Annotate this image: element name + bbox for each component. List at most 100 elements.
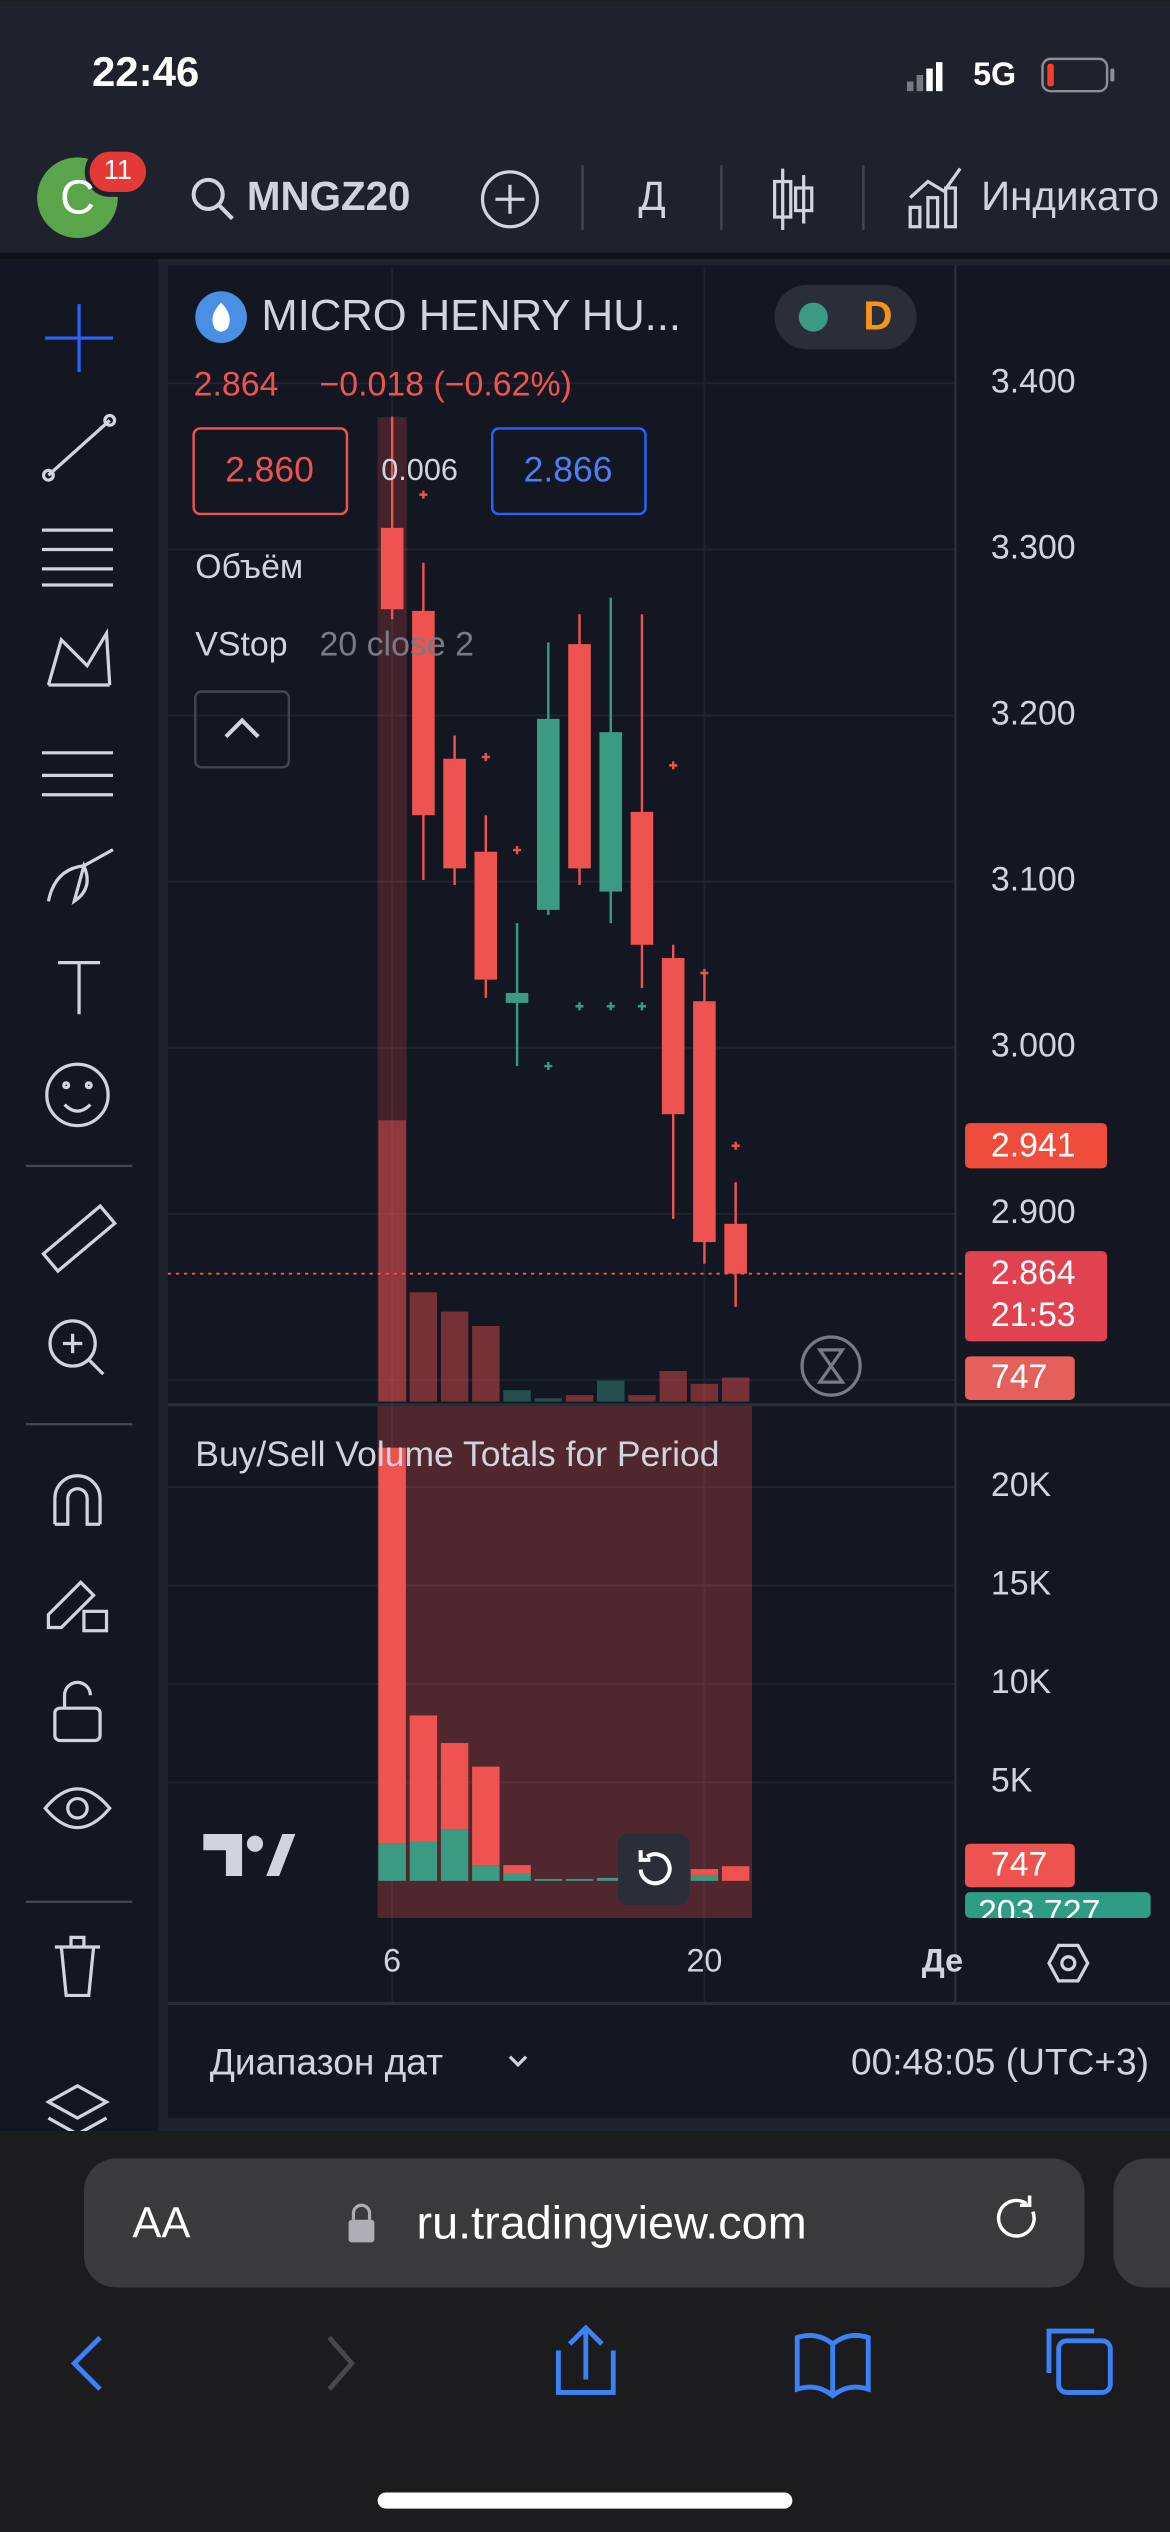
buy-box[interactable] xyxy=(490,427,647,516)
url[interactable]: ru.tradingview.com xyxy=(417,2197,807,2249)
drawing-tools[interactable] xyxy=(41,304,118,2137)
settings-icon-part[interactable] xyxy=(1060,1955,1077,1972)
interval-pill[interactable] xyxy=(774,284,917,350)
vstop-tag-label: 2.941 xyxy=(991,1126,1076,1164)
interval[interactable]: Д xyxy=(638,173,665,219)
candle-body xyxy=(599,732,623,892)
volume-legend: Объём xyxy=(195,548,303,586)
date-range[interactable]: Диапазон дат xyxy=(210,2041,443,2083)
drawing-tools-part[interactable] xyxy=(48,1319,97,1368)
drawing-tools-part[interactable] xyxy=(47,419,111,477)
volume-bar xyxy=(440,1311,469,1402)
browser-nav-part[interactable] xyxy=(70,2335,102,2391)
indicators-icon-part[interactable] xyxy=(908,205,922,229)
drawing-tools-part[interactable] xyxy=(54,1935,101,1998)
text-size[interactable]: AA xyxy=(132,2200,190,2248)
candle-body xyxy=(693,1001,716,1243)
search-icon-part[interactable] xyxy=(191,177,225,211)
chart-title[interactable]: MICRO HENRY HU... xyxy=(261,292,681,340)
volume-total-bar xyxy=(409,1841,438,1881)
browser-nav-part[interactable] xyxy=(327,2335,356,2391)
settings-icon[interactable] xyxy=(1047,1943,1090,1983)
volume-total-tag-label: 747 xyxy=(991,1845,1048,1883)
drawing-tools-part[interactable] xyxy=(46,848,114,906)
drawing-tools-part[interactable] xyxy=(62,1680,92,1709)
drawing-tools-part[interactable] xyxy=(45,1062,110,1128)
drawing-tools-part[interactable] xyxy=(63,1103,92,1113)
vstop-cross xyxy=(731,1141,740,1150)
indicators-icon-part[interactable] xyxy=(909,167,962,199)
address-bar[interactable] xyxy=(83,2158,1085,2288)
drawing-tools-part[interactable] xyxy=(53,1706,102,1743)
total-tag-label: 203 727 xyxy=(978,1894,1100,1932)
reload-icon[interactable] xyxy=(996,2195,1036,2238)
browser-nav-part[interactable] xyxy=(1056,2338,1113,2395)
chart-type-button-part[interactable] xyxy=(773,179,793,219)
volume-total-bar xyxy=(378,1447,406,1844)
x-tick-label: Де xyxy=(922,1943,963,1979)
sell-box[interactable] xyxy=(192,427,349,516)
browser-nav-part[interactable] xyxy=(555,2324,616,2395)
volume-total-bar xyxy=(378,1843,406,1881)
drawing-tools-part[interactable] xyxy=(58,960,101,1015)
reset-button[interactable] xyxy=(618,1834,690,1906)
indicators-icon[interactable] xyxy=(908,167,962,229)
volume-bar xyxy=(378,1120,406,1402)
volume-total-tag xyxy=(965,1843,1075,1888)
add-symbol-button-part[interactable] xyxy=(480,170,540,229)
candle-body xyxy=(505,992,529,1003)
browser-nav-part[interactable] xyxy=(794,2333,871,2399)
drawing-tools-part[interactable] xyxy=(46,1580,96,1630)
symbol[interactable]: MNGZ20 xyxy=(247,173,411,219)
countdown: 21:53 xyxy=(991,1296,1076,1334)
chart-area xyxy=(167,265,1170,2119)
drawing-tools-part[interactable] xyxy=(82,1609,109,1633)
indicators-icon-part[interactable] xyxy=(926,196,940,229)
search-icon-part[interactable] xyxy=(218,204,234,221)
drawing-tools-part[interactable] xyxy=(41,468,55,482)
range-chevron[interactable] xyxy=(508,2055,528,2068)
settings-icon-part[interactable] xyxy=(1047,1943,1090,1983)
total-tag xyxy=(965,1892,1151,1918)
drawing-tools-part[interactable] xyxy=(45,304,113,372)
chart-type-button-part[interactable] xyxy=(793,186,814,213)
session-clock: 00:48:05 (UTC+3) xyxy=(851,2041,1149,2083)
lock-icon-part xyxy=(351,2203,372,2220)
indicators[interactable]: Индикато xyxy=(981,173,1159,219)
drawing-tools-part[interactable] xyxy=(46,628,112,686)
replay-timer-part[interactable] xyxy=(816,1348,846,1384)
collapse-icon[interactable] xyxy=(224,717,260,739)
drawing-tools-part[interactable] xyxy=(41,1203,118,1274)
ask: 2.866 xyxy=(524,449,613,489)
reset-icon[interactable] xyxy=(638,1850,672,1886)
replay-timer[interactable] xyxy=(800,1335,862,1397)
period-shade xyxy=(377,1404,753,1918)
drawing-tools-part[interactable] xyxy=(62,1081,71,1090)
collapse-button[interactable] xyxy=(194,690,291,769)
drawing-tools-part[interactable] xyxy=(53,1474,102,1526)
search-icon[interactable] xyxy=(191,177,234,221)
lock-icon-part xyxy=(348,2219,375,2243)
toolbar-dividers xyxy=(25,1164,133,1904)
badge-count: 11 xyxy=(104,154,132,185)
volume-total-bar xyxy=(409,1715,438,1842)
notification-badge[interactable] xyxy=(84,146,151,197)
drawing-tools-part[interactable] xyxy=(103,413,117,427)
chart-type-button[interactable] xyxy=(773,168,814,230)
drawing-tools-part[interactable] xyxy=(87,1358,105,1376)
volume-bar xyxy=(597,1380,625,1402)
volume-total-bar xyxy=(472,1865,500,1881)
drawing-tools-part[interactable] xyxy=(84,1081,93,1090)
volume-total-bar xyxy=(440,1743,469,1830)
browser-nav-part[interactable] xyxy=(1046,2328,1095,2374)
add-symbol-button[interactable] xyxy=(480,170,540,229)
browser-nav[interactable] xyxy=(70,2324,1113,2399)
drawing-tools-part[interactable] xyxy=(66,1796,89,1820)
volume-bar xyxy=(690,1383,719,1402)
volume-bar xyxy=(472,1326,500,1402)
candle-body xyxy=(661,958,685,1115)
replay-timer-part[interactable] xyxy=(800,1335,862,1397)
drawing-tools-part[interactable] xyxy=(43,1787,112,1830)
indicators-icon-part[interactable] xyxy=(944,186,957,229)
